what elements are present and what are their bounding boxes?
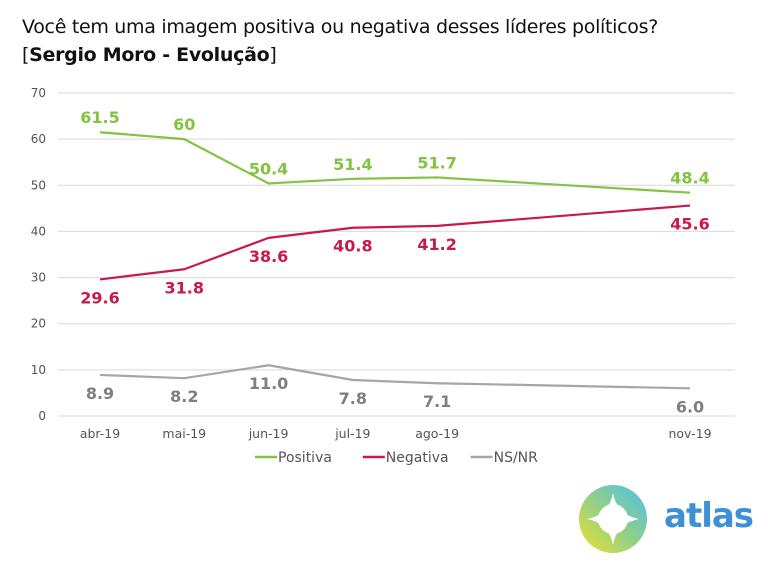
subtitle-text: Sergio Moro - Evolução xyxy=(29,44,270,66)
legend-label: Positiva xyxy=(278,450,332,466)
data-label: 8.9 xyxy=(86,384,114,403)
data-label: 50.4 xyxy=(249,159,288,178)
y-tick-label: 10 xyxy=(31,363,46,377)
data-label: 31.8 xyxy=(165,278,204,297)
x-tick-label: ago-19 xyxy=(415,426,459,441)
chart-subtitle: [Sergio Moro - Evolução] xyxy=(22,42,277,69)
x-tick-label: jul-19 xyxy=(334,426,370,441)
data-label: 60 xyxy=(173,115,195,134)
y-tick-label: 30 xyxy=(31,271,46,285)
data-label: 11.0 xyxy=(249,374,288,393)
data-label: 7.1 xyxy=(423,392,451,411)
y-tick-label: 50 xyxy=(31,178,46,192)
y-tick-label: 20 xyxy=(31,317,46,331)
x-tick-label: nov-19 xyxy=(668,426,711,441)
y-tick-label: 70 xyxy=(31,86,46,100)
y-tick-label: 60 xyxy=(31,132,46,146)
data-label: 6.0 xyxy=(676,397,704,416)
y-tick-label: 0 xyxy=(38,409,46,423)
x-tick-label: mai-19 xyxy=(162,426,206,441)
series-line-negativa xyxy=(99,204,691,281)
legend-label: Negativa xyxy=(386,450,449,466)
data-label: 38.6 xyxy=(249,247,288,266)
atlas-logo-icon xyxy=(579,485,647,553)
data-label: 8.2 xyxy=(170,387,198,406)
x-tick-label: jun-19 xyxy=(248,426,289,441)
data-label: 51.7 xyxy=(417,153,456,172)
subtitle-bracket-open: [ xyxy=(22,44,30,66)
data-label: 40.8 xyxy=(333,237,372,256)
brand-name: atlas xyxy=(664,496,754,536)
series-line-nsnr xyxy=(99,364,691,390)
data-label: 7.8 xyxy=(339,389,367,408)
legend-label: NS/NR xyxy=(494,450,539,466)
data-label: 51.4 xyxy=(333,155,372,174)
data-label: 29.6 xyxy=(80,288,119,307)
data-label: 61.5 xyxy=(80,108,119,127)
data-label: 48.4 xyxy=(670,169,709,188)
chart-question: Você tem uma imagem positiva ou negativa… xyxy=(22,16,659,38)
data-label: 41.2 xyxy=(417,235,456,254)
x-tick-label: abr-19 xyxy=(80,426,120,441)
data-label: 45.6 xyxy=(670,215,709,234)
subtitle-bracket-close: ] xyxy=(269,44,277,66)
series-line-positiva xyxy=(99,131,691,194)
y-tick-label: 40 xyxy=(31,224,46,238)
